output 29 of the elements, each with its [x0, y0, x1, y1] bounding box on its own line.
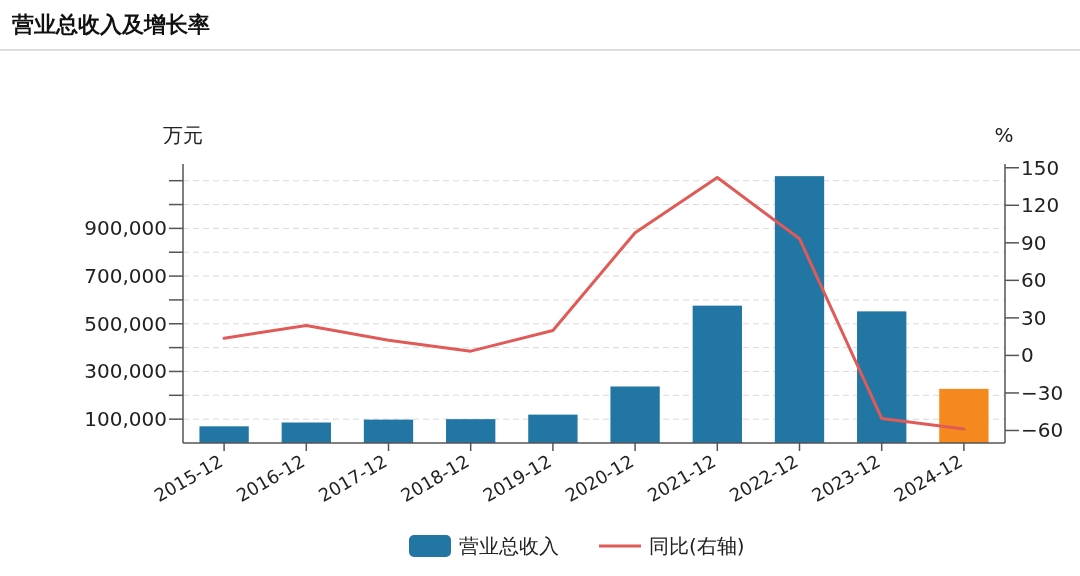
bar — [281, 422, 331, 443]
bar — [692, 305, 742, 443]
y2-tick-label: −30 — [1021, 380, 1064, 405]
legend-label: 同比(右轴) — [649, 534, 745, 558]
bar — [774, 176, 825, 443]
y-tick-label: 900,000 — [84, 216, 167, 241]
y2-tick-label: 90 — [1021, 230, 1047, 255]
y2-tick-label: 30 — [1021, 305, 1047, 330]
bar — [528, 414, 578, 443]
bar — [610, 386, 660, 443]
bar — [363, 419, 414, 443]
y2-tick-label: 150 — [1021, 155, 1060, 180]
bar — [199, 426, 249, 443]
y2-tick-label: 0 — [1021, 343, 1034, 368]
y2-tick-label: −60 — [1021, 418, 1064, 443]
y2-tick-label: 60 — [1021, 268, 1047, 293]
chart-title: 营业总收入及增长率 — [11, 12, 210, 37]
y-axis-title: 万元 — [163, 123, 203, 147]
y2-tick-label: 120 — [1021, 193, 1060, 218]
y-tick-label: 300,000 — [84, 359, 167, 384]
bar — [857, 311, 907, 443]
y-tick-label: 500,000 — [84, 311, 167, 336]
line-series — [222, 176, 966, 431]
y-tick-label: 700,000 — [84, 264, 167, 289]
y-tick-label: 100,000 — [84, 407, 167, 432]
y2-axis-title: % — [994, 123, 1014, 147]
bar — [446, 419, 496, 443]
bar — [939, 388, 989, 443]
legend-label: 营业总收入 — [459, 534, 559, 558]
